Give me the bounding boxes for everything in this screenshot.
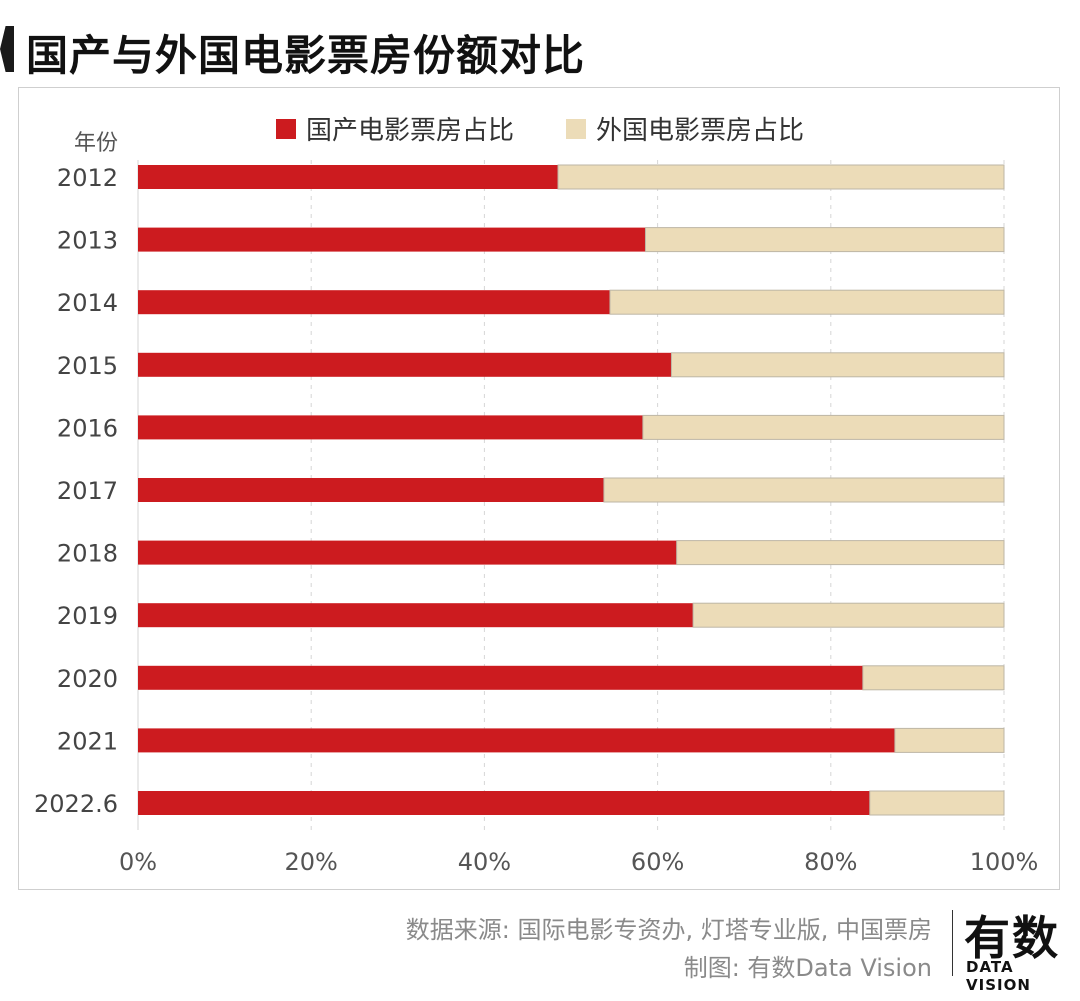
legend-swatch-foreign [566,118,587,139]
data-source: 数据来源: 国际电影专资办, 灯塔专业版, 中国票房 [405,916,932,944]
y-tick-label: 2014 [57,289,118,317]
chart-frame [18,87,1060,890]
logo-text: 有数 [964,911,1060,965]
x-tick-label: 60% [631,848,684,876]
legend-swatch-domestic [276,118,296,139]
bar-foreign [603,477,1005,503]
bar-foreign [862,665,1005,691]
y-tick-label: 2015 [57,352,118,380]
logo-divider [952,910,953,976]
x-tick-label: 80% [804,848,857,876]
bar-domestic [138,665,863,690]
legend-label-domestic: 国产电影票房占比 [306,116,515,146]
chart-title: 国产与外国电影票房份额对比 [26,31,586,80]
bar-domestic [138,603,694,628]
bar-domestic [138,290,610,315]
y-tick-label: 2022.6 [34,790,118,818]
y-tick-label: 2017 [57,477,118,505]
bar-foreign [609,289,1005,315]
bar-domestic [138,415,643,440]
y-tick-label: 2016 [57,414,118,442]
y-axis-title: 年份 [74,131,118,156]
bar-domestic [138,540,677,565]
bar-foreign [642,414,1005,440]
bar-domestic [138,227,646,252]
y-tick-label: 2019 [57,602,118,630]
y-tick-label: 2021 [57,727,118,755]
bar-foreign [869,790,1005,816]
bar-foreign [676,540,1005,566]
y-tick-label: 2020 [57,665,118,693]
bar-foreign [692,602,1005,628]
logo-subtext: DATA VISION [966,958,1031,994]
x-tick-label: 0% [119,848,157,876]
bar-domestic [138,165,559,189]
bar-domestic [138,728,895,753]
bar-domestic [138,478,604,502]
bar-foreign [644,227,1005,253]
y-tick-label: 2012 [57,164,118,192]
bar-domestic [138,791,870,815]
legend-item-domestic: 国产电影票房占比 [276,110,514,147]
legend-item-foreign: 外国电影票房占比 [566,110,804,147]
legend-label-foreign: 外国电影票房占比 [596,116,805,146]
bar-foreign [894,727,1005,753]
y-tick-label: 2013 [57,227,118,255]
bar-domestic [138,352,672,377]
bar-foreign [557,164,1005,190]
chart-credit: 制图: 有数Data Vision [683,954,932,982]
legend: 国产电影票房占比 外国电影票房占比 [276,110,804,147]
x-tick-label: 40% [458,848,511,876]
x-tick-label: 20% [285,848,338,876]
title-marker [0,26,14,72]
bar-foreign [670,352,1005,378]
x-tick-label: 100% [970,848,1039,876]
y-tick-label: 2018 [57,540,118,568]
